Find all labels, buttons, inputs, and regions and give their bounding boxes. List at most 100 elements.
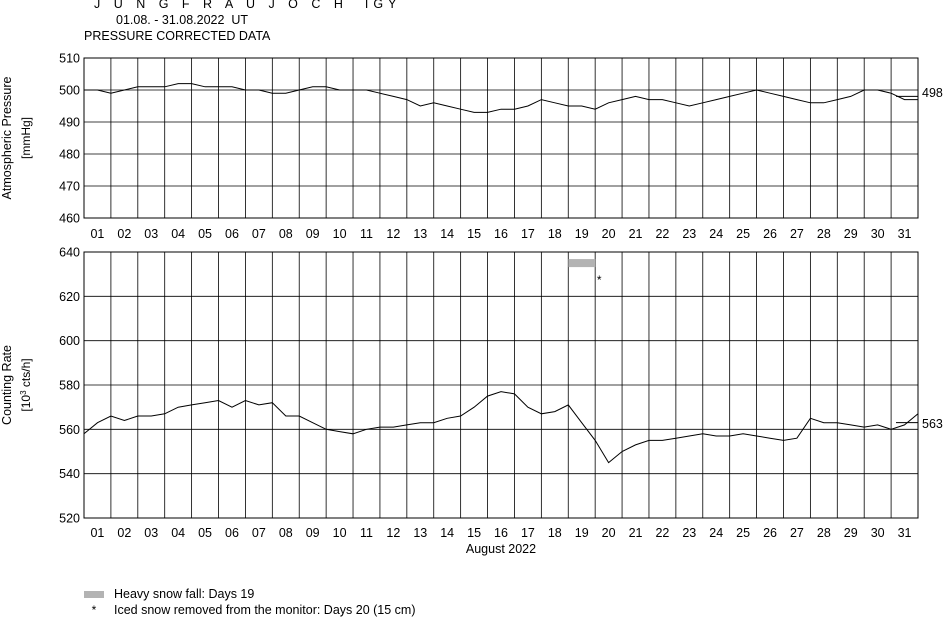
x-tick-label: 11	[360, 227, 373, 241]
pressure-grid	[84, 57, 918, 219]
x-axis-label: August 2022	[466, 542, 536, 556]
x-tick-label: 09	[306, 526, 320, 540]
pressure-axis-unit: [mmHg]	[19, 117, 33, 159]
x-tick-label: 23	[682, 227, 696, 241]
data-subtitle: PRESSURE CORRECTED DATA	[84, 29, 271, 43]
counting-y-ticks: 640 620 600 580 560 540 520	[59, 246, 80, 526]
x-tick-label: 01	[90, 227, 104, 241]
x-tick-label: 23	[682, 526, 696, 540]
x-tick-label: 11	[360, 526, 373, 540]
x-tick-label: 09	[306, 227, 320, 241]
station-title: J U N G F R A U J O C H IGY	[94, 0, 402, 11]
x-tick-label: 04	[171, 526, 185, 540]
pressure-y-ticks: 510 500 490 480 470 460	[59, 52, 80, 226]
counting-last-value: 563	[922, 417, 943, 431]
counting-rate-panel: 640 620 600 580 560 540 520 01 02 03 04 05 06 07 08 09…	[0, 246, 943, 557]
x-tick-label: 28	[817, 227, 831, 241]
counting-grid	[84, 251, 918, 519]
pressure-line	[84, 83, 918, 113]
x-tick-label: 12	[386, 227, 400, 241]
pressure-axis-label: Atmospheric Pressure	[0, 76, 14, 199]
y-tick-label: 560	[59, 423, 80, 437]
y-tick-label: 620	[59, 290, 80, 304]
x-tick-label: 10	[333, 526, 347, 540]
star-icon: *	[91, 603, 97, 617]
legend-snow-entry: Heavy snow fall: Days 19	[84, 586, 416, 602]
x-tick-label: 25	[736, 526, 750, 540]
x-tick-label: 22	[655, 227, 669, 241]
x-tick-label: 21	[629, 526, 643, 540]
x-tick-label: 05	[198, 227, 212, 241]
x-tick-label: 26	[763, 526, 777, 540]
counting-unit-suffix: cts/h]	[19, 358, 33, 390]
legend-snow-label: Heavy snow fall: Days 19	[114, 587, 255, 601]
x-tick-label: 31	[898, 526, 912, 540]
y-tick-label: 460	[59, 212, 80, 226]
y-tick-label: 510	[59, 52, 80, 66]
x-tick-label: 08	[279, 227, 293, 241]
x-tick-label: 21	[629, 227, 643, 241]
x-tick-label: 29	[844, 227, 858, 241]
x-tick-label: 06	[225, 227, 239, 241]
x-tick-label: 15	[467, 526, 481, 540]
legend: Heavy snow fall: Days 19 * Iced snow rem…	[84, 586, 416, 618]
x-tick-label: 17	[521, 526, 535, 540]
y-tick-label: 480	[59, 148, 80, 162]
y-tick-label: 490	[59, 116, 80, 130]
snow-swatch	[84, 590, 104, 598]
counting-axis-unit: [103 cts/h]	[19, 358, 34, 411]
y-tick-label: 520	[59, 512, 80, 526]
x-tick-label: 29	[844, 526, 858, 540]
x-tick-label: 12	[386, 526, 400, 540]
x-tick-label: 02	[117, 526, 131, 540]
x-tick-label: 04	[171, 227, 185, 241]
x-tick-label: 08	[279, 526, 293, 540]
x-tick-label: 15	[467, 227, 481, 241]
chart-header: J U N G F R A U J O C H IGY 01.08. - 31.…	[84, 0, 401, 44]
x-tick-label: 14	[440, 227, 454, 241]
x-tick-label: 27	[790, 227, 804, 241]
x-tick-label: 01	[90, 526, 104, 540]
x-tick-label: 31	[898, 227, 912, 241]
x-tick-label: 07	[252, 526, 266, 540]
x-tick-label: 06	[225, 526, 239, 540]
x-tick-label: 20	[602, 227, 616, 241]
x-tick-label: 07	[252, 227, 266, 241]
x-tick-label: 24	[709, 227, 723, 241]
x-tick-label: 03	[144, 526, 158, 540]
counting-axis-label: Counting Rate	[0, 345, 14, 425]
x-tick-label: 30	[871, 227, 885, 241]
x-tick-label: 02	[117, 227, 131, 241]
x-tick-label: 13	[413, 526, 427, 540]
pressure-last-value: 498	[922, 86, 943, 100]
x-tick-label: 03	[144, 227, 158, 241]
counting-x-ticks: 01 02 03 04 05 06 07 08 09 10 11 12 13 14 15 16 17 18 19 20…	[90, 526, 911, 540]
counting-rate-line	[83, 391, 919, 464]
x-tick-label: 16	[494, 526, 508, 540]
y-tick-label: 470	[59, 180, 80, 194]
x-tick-label: 27	[790, 526, 804, 540]
iced-snow-marker: *	[597, 273, 602, 287]
x-tick-label: 13	[413, 227, 427, 241]
snow-fall-bar	[568, 259, 596, 268]
legend-iced-entry: * Iced snow removed from the monitor: Da…	[84, 602, 416, 618]
x-tick-label: 05	[198, 526, 212, 540]
legend-iced-label: Iced snow removed from the monitor: Days…	[114, 603, 416, 617]
x-tick-label: 24	[709, 526, 723, 540]
y-tick-label: 600	[59, 334, 80, 348]
pressure-panel: 510 500 490 480 470 460 01 02 03 04 05 06 07 08 09 10 1…	[0, 52, 943, 242]
x-tick-label: 14	[440, 526, 454, 540]
x-tick-label: 17	[521, 227, 535, 241]
pressure-x-ticks: 01 02 03 04 05 06 07 08 09 10 11 12 13 14 15 16 17 18 19 20…	[90, 227, 911, 241]
x-tick-label: 16	[494, 227, 508, 241]
y-tick-label: 540	[59, 467, 80, 481]
x-tick-label: 19	[575, 526, 589, 540]
x-tick-label: 18	[548, 227, 562, 241]
x-tick-label: 26	[763, 227, 777, 241]
counting-unit-exponent: 3	[19, 390, 28, 395]
x-tick-label: 20	[602, 526, 616, 540]
counting-unit-prefix: [10	[19, 395, 33, 412]
x-tick-label: 28	[817, 526, 831, 540]
x-tick-label: 19	[575, 227, 589, 241]
